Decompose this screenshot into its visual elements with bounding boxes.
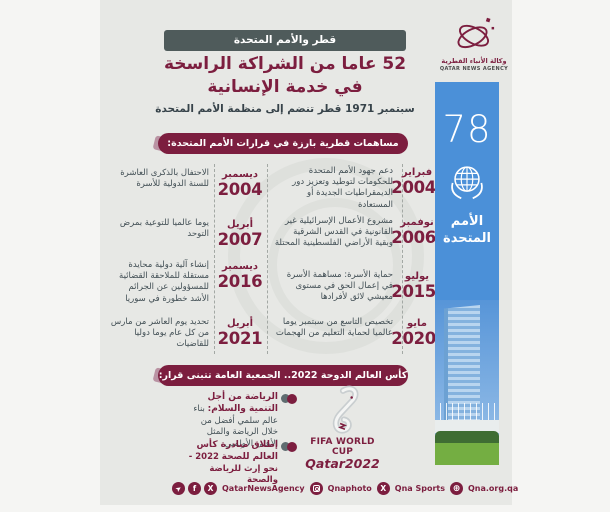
- double-dot-bullet-icon: [278, 391, 299, 450]
- worldcup-item-text: إطلاق مبادرة كأس العالم للصحة 2022 - نحو…: [185, 439, 278, 487]
- x-sports-icon[interactable]: X: [376, 482, 390, 495]
- timeline-entry-date: نوفمبر 2006: [391, 216, 436, 250]
- timeline-divider: [214, 164, 215, 354]
- timeline-entry: مشروع الأعمال الإسرائيلية غير القانونية …: [272, 216, 436, 250]
- worldcup-item-lead: الرياضة من أجل التنمية والسلام:: [207, 392, 278, 415]
- facebook-icon[interactable]: f: [188, 482, 201, 495]
- lawn: [435, 443, 499, 465]
- double-dot-bullet-icon: [278, 439, 299, 487]
- timeline-month: أبريل: [226, 219, 254, 230]
- timeline-year: 2007: [217, 230, 263, 249]
- timeline-month: ديسمبر: [221, 261, 259, 272]
- page-title: 52 عاما من الشراكة الراسخة في خدمة الإنس…: [118, 53, 452, 99]
- x-icon[interactable]: X: [204, 482, 217, 495]
- fifa-wordmark-line1: FIFA WORLD CUP: [310, 437, 375, 457]
- instagram-glyph: [312, 484, 320, 492]
- x-glyph: X: [380, 484, 387, 493]
- timeline-entry: حماية الأسرة: مساهمة الأسرة في إعمال الح…: [272, 270, 437, 304]
- worldcup-item: إطلاق مبادرة كأس العالم للصحة 2022 - نحو…: [185, 439, 299, 487]
- timeline-entry-text: دعم جهود الأمم المتحدة للحكومات لتوطيد و…: [292, 166, 393, 210]
- timeline-month: فبراير: [401, 167, 433, 178]
- timeline-month: ديسمبر: [221, 169, 259, 180]
- timeline-entry-text: مشروع الأعمال الإسرائيلية غير القانونية …: [274, 216, 393, 249]
- timeline-entry-text: تحديد يوم العاشر من مارس من كل عام يوما …: [110, 317, 209, 350]
- timeline-month: يوليو: [404, 271, 430, 282]
- timeline-entry-text: يوما عالميا للتوعية بمرض التوحد: [119, 218, 209, 240]
- website-globe-icon[interactable]: ⊕: [449, 482, 463, 495]
- worldcup-item-body: 2022 - نحو إرث للرياضة والصحة: [188, 452, 278, 486]
- timeline-entry-date: ديسمبر 2004: [214, 168, 266, 199]
- facebook-glyph: f: [192, 484, 197, 493]
- qna-name-english: QATAR NEWS AGENCY: [439, 66, 509, 72]
- building-podium: [435, 420, 499, 433]
- title-line-2: في خدمة الإنسانية: [207, 76, 363, 97]
- un-label: الأمم المتحدة: [435, 214, 499, 248]
- title-line-1: 52 عاما من الشراكة الراسخة: [163, 54, 407, 74]
- qatar-2022-emblem-icon: [332, 385, 359, 434]
- timeline-entry-text: تخصيص التاسع من سبتمبر يوما عالميا لحماي…: [275, 317, 393, 339]
- telegram-icon[interactable]: ➤: [172, 482, 185, 495]
- worldcup-item-lead: إطلاق مبادرة كأس العالم للصحة: [196, 440, 278, 463]
- timeline-year: 2004: [391, 178, 436, 197]
- un-anniversary-number: 78: [442, 108, 492, 151]
- timeline-year: 2004: [217, 180, 263, 199]
- qna-name-arabic: وكالة الأنباء القطرية: [441, 57, 507, 65]
- instagram-icon[interactable]: [309, 482, 323, 495]
- timeline-year: 2021: [217, 329, 263, 348]
- kicker-banner: قطر والأمم المتحدة: [164, 30, 406, 51]
- qna-logo: وكالة الأنباء القطرية QATAR NEWS AGENCY: [438, 14, 510, 72]
- timeline-entry-date: أبريل 2007: [214, 218, 266, 249]
- infographic-canvas: وكالة الأنباء القطرية QATAR NEWS AGENCY …: [100, 0, 518, 505]
- social-handle-qnaphoto[interactable]: Qnaphoto: [327, 484, 372, 493]
- timeline-year: 2006: [391, 228, 436, 247]
- un-label-line2: المتحدة: [443, 230, 491, 246]
- timeline-year: 2015: [391, 282, 436, 301]
- social-handle-qna[interactable]: QatarNewsAgency: [222, 484, 305, 493]
- timeline-entry: تحديد يوم العاشر من مارس من كل عام يوما …: [108, 317, 266, 351]
- contributions-heading: مساهمات قطرية بارزة في قرارات الأمم المت…: [158, 133, 408, 154]
- timeline-entry: دعم جهود الأمم المتحدة للحكومات لتوطيد و…: [272, 166, 436, 211]
- globe-glyph: ⊕: [452, 484, 461, 494]
- fifa-wordmark-line2: Qatar2022: [305, 456, 380, 471]
- timeline-entry: إنشاء آلية دولية محايدة مستقلة للملاحقة …: [108, 260, 266, 305]
- social-footer: ➤ f X QatarNewsAgency Qnaphoto X Qna Spo…: [172, 481, 518, 496]
- worldcup-item-body: بناء عالم سلمي أفضل من خلال الرياضة والم…: [193, 404, 278, 449]
- un-headquarters-photo: [435, 300, 499, 465]
- qna-swirl-icon: [457, 17, 495, 49]
- flag-row: [435, 403, 499, 423]
- timeline-month: أبريل: [226, 318, 254, 329]
- worldcup-item-text: الرياضة من أجل التنمية والسلام: بناء عال…: [185, 391, 278, 450]
- timeline-entry-date: ديسمبر 2016: [214, 260, 266, 305]
- timeline-entry-text: الاحتفال بالذكرى العاشرة للسنة الدولية ل…: [120, 168, 209, 190]
- timeline-entry-date: يوليو 2015: [391, 270, 436, 304]
- timeline-year: 2020: [391, 329, 436, 348]
- un-label-line1: الأمم: [450, 214, 484, 229]
- timeline-entry-text: إنشاء آلية دولية محايدة مستقلة للملاحقة …: [119, 260, 209, 304]
- worldcup-heading: كأس العالم الدوحة 2022.. الجمعية العامة …: [158, 365, 408, 386]
- fifa-wordmark: FIFA WORLD CUP Qatar2022: [300, 437, 385, 471]
- timeline-entry-date: مايو 2020: [391, 317, 436, 348]
- timeline-divider: [402, 164, 403, 354]
- hedge: [435, 431, 499, 445]
- timeline-entry-date: فبراير 2004: [391, 166, 436, 211]
- timeline-entry: الاحتفال بالذكرى العاشرة للسنة الدولية ل…: [108, 168, 266, 199]
- timeline-month: نوفمبر: [400, 217, 434, 228]
- timeline-entry-date: أبريل 2021: [214, 317, 266, 351]
- un-emblem-icon: [451, 166, 483, 200]
- telegram-glyph: ➤: [173, 484, 183, 495]
- timeline-divider: [267, 164, 268, 354]
- un-banner-column: 78 الأمم المتحدة: [435, 82, 499, 465]
- subtitle: سبتمبر 1971 قطر تنضم إلى منظمة الأمم الم…: [155, 103, 415, 115]
- timeline-entry: تخصيص التاسع من سبتمبر يوما عالميا لحماي…: [272, 317, 436, 348]
- timeline-month: مايو: [407, 318, 427, 329]
- timeline-year: 2016: [217, 272, 263, 291]
- social-handle-qna-sports[interactable]: Qna Sports: [394, 484, 445, 493]
- x-glyph: X: [207, 484, 214, 493]
- timeline-entry: يوما عالميا للتوعية بمرض التوحد أبريل 20…: [108, 218, 266, 249]
- website-url[interactable]: Qna.org.qa: [467, 484, 519, 493]
- timeline-entry-text: حماية الأسرة: مساهمة الأسرة في إعمال الح…: [286, 270, 393, 303]
- worldcup-item: الرياضة من أجل التنمية والسلام: بناء عال…: [185, 391, 299, 450]
